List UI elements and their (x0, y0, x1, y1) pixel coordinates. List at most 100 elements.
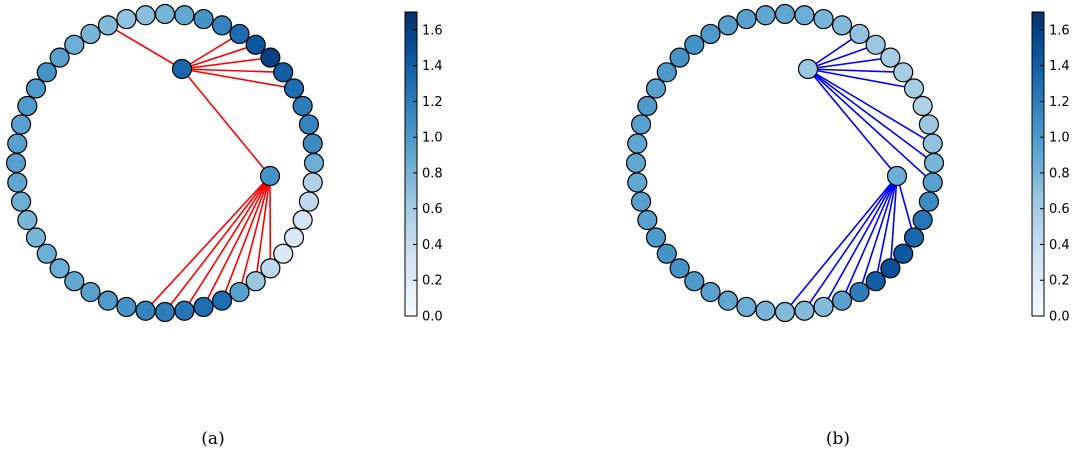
ring-node (193, 8, 214, 30)
network-edge (181, 56, 271, 70)
ring-node (865, 34, 886, 55)
network-diagram-a: 0.0 0.2 0.4 0.6 0.8 1.0 1.2 1.4 1.6 (a) (5, 3, 443, 449)
colorbar: 0.0 0.2 0.4 0.6 0.8 1.0 1.2 1.4 1.6 (404, 11, 443, 325)
network-edge (841, 175, 898, 301)
colorbar-gradient (1031, 11, 1045, 317)
ring-node (794, 5, 815, 26)
network-edge (874, 175, 898, 282)
ring-node (302, 172, 323, 193)
ring-node (10, 114, 32, 135)
network-edge (107, 24, 183, 70)
ring-node (918, 114, 940, 135)
colorbar-tick-label: 1.0 (1049, 131, 1070, 146)
ring-node (656, 62, 677, 83)
network-edge (164, 175, 271, 313)
ring-node (302, 133, 323, 154)
ring-node (669, 47, 690, 68)
ring-node (211, 15, 233, 36)
ring-node (918, 191, 940, 212)
ring-node (116, 296, 137, 318)
ring-node (656, 243, 677, 264)
ring-node (630, 114, 652, 135)
network-edge (803, 175, 898, 312)
network-edge (254, 175, 271, 282)
ring-node (298, 114, 320, 135)
network-edge (858, 175, 898, 293)
network-edge (807, 56, 891, 70)
network-edge (202, 175, 271, 308)
colorbar-tick-label: 0.0 (1049, 310, 1070, 325)
ring-node (669, 258, 690, 279)
hub-node (886, 165, 908, 187)
ring-node (903, 78, 925, 99)
edges (784, 33, 935, 313)
ring-node (25, 78, 47, 99)
network-edge (144, 175, 271, 312)
ring-node (49, 258, 70, 279)
colorbar-gradient (404, 11, 418, 317)
ring-node (135, 5, 156, 26)
ring-node (637, 95, 658, 117)
ring-node (36, 62, 57, 83)
ring-node (630, 191, 652, 212)
ring-node (831, 15, 853, 36)
network-edge (807, 44, 876, 70)
network-edge (181, 68, 284, 74)
ring-node (736, 296, 757, 318)
hub-node (797, 58, 819, 80)
panel-caption: (a) (201, 429, 224, 449)
ring-node (174, 5, 195, 26)
ring-nodes (5, 3, 325, 323)
ring-node (700, 281, 721, 303)
network-diagram-b: 0.0 0.2 0.4 0.6 0.8 1.0 1.2 1.4 1.6 (b) (625, 3, 1070, 449)
network-edge (784, 175, 898, 313)
ring-node (193, 296, 214, 318)
colorbar-tick-label: 0.8 (1049, 166, 1070, 181)
ring-node (831, 290, 853, 311)
ring-node (893, 62, 914, 83)
ring-node (283, 227, 305, 248)
ring-node (7, 172, 28, 193)
colorbar-tick-label: 1.6 (1049, 23, 1070, 38)
network-edge (807, 68, 904, 74)
ring-node (25, 227, 47, 248)
ring-node (922, 172, 943, 193)
ring-node (292, 209, 313, 231)
ring-node (174, 300, 195, 321)
ring-node (645, 78, 667, 99)
network-edge (807, 68, 934, 184)
colorbar-tick-label: 0.2 (422, 274, 443, 289)
ring-node (211, 290, 233, 311)
network-edge (807, 68, 935, 164)
ring-node (755, 300, 776, 321)
ring-node (17, 209, 38, 231)
ring-node (7, 133, 28, 154)
panel-b: 0.0 0.2 0.4 0.6 0.8 1.0 1.2 1.4 1.6 (b) (620, 0, 1080, 453)
hub-link-edge (181, 68, 271, 177)
ring-node (97, 15, 119, 36)
ring-node (774, 3, 796, 25)
ring-node (303, 152, 325, 174)
colorbar: 0.0 0.2 0.4 0.6 0.8 1.0 1.2 1.4 1.6 (1031, 11, 1070, 325)
network-edge (807, 68, 915, 90)
network-edge (183, 175, 271, 312)
ring-node (923, 152, 945, 174)
network-edge (181, 33, 240, 70)
ring-node (774, 301, 796, 323)
ring-node (684, 271, 705, 292)
network-edge (889, 175, 898, 269)
colorbar-tick-label: 0.6 (422, 202, 443, 217)
ring-node (10, 191, 32, 212)
colorbar-tick-label: 0.6 (1049, 202, 1070, 217)
ring-node (912, 95, 933, 117)
network-edge (181, 68, 295, 90)
ring-node (684, 34, 705, 55)
ring-node (260, 47, 281, 68)
ring-node (865, 271, 886, 292)
ring-node (813, 8, 834, 30)
ring-node (893, 243, 914, 264)
network-edge (238, 175, 271, 293)
network-edge (221, 175, 271, 301)
ring-node (80, 281, 101, 303)
hub-node (171, 58, 193, 80)
